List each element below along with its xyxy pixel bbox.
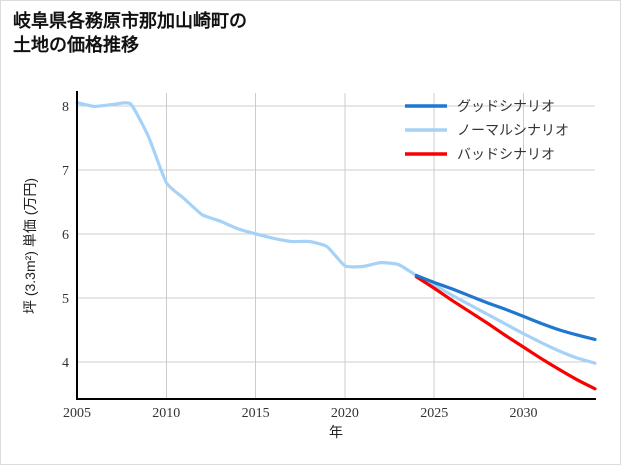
x-axis-tick-labels: 2005 2010 2015 2020 2025 2030 xyxy=(63,406,538,421)
x-axis-title: 年 xyxy=(329,424,343,440)
chart-series-group xyxy=(75,101,597,391)
y-tick-label: 6 xyxy=(62,228,69,243)
y-tick-label: 8 xyxy=(62,100,69,115)
x-tick-label: 2005 xyxy=(63,406,91,421)
y-axis-title: 坪 (3.3m²) 単価 (万円) xyxy=(22,178,38,314)
y-tick-label: 4 xyxy=(62,356,69,371)
legend-label-2: バッドシナリオ xyxy=(457,148,555,163)
y-tick-label: 7 xyxy=(62,164,69,179)
legend-label-1: ノーマルシナリオ xyxy=(457,124,569,139)
series-line-good xyxy=(414,273,597,342)
x-tick-label: 2030 xyxy=(510,406,538,421)
y-axis-tick-labels: 4 5 6 7 8 xyxy=(62,100,69,371)
x-tick-label: 2015 xyxy=(242,406,270,421)
y-tick-label: 5 xyxy=(62,292,69,307)
series-line-bad xyxy=(414,275,597,391)
x-tick-label: 2010 xyxy=(152,406,180,421)
x-tick-label: 2025 xyxy=(420,406,448,421)
legend-label-0: グッドシナリオ xyxy=(457,99,555,115)
page-title: 岐阜県各務原市那加山崎町の 土地の価格推移 xyxy=(13,11,247,56)
series-line-normal xyxy=(75,101,597,365)
y-gridlines xyxy=(77,105,595,363)
x-tick-label: 2020 xyxy=(331,406,359,421)
